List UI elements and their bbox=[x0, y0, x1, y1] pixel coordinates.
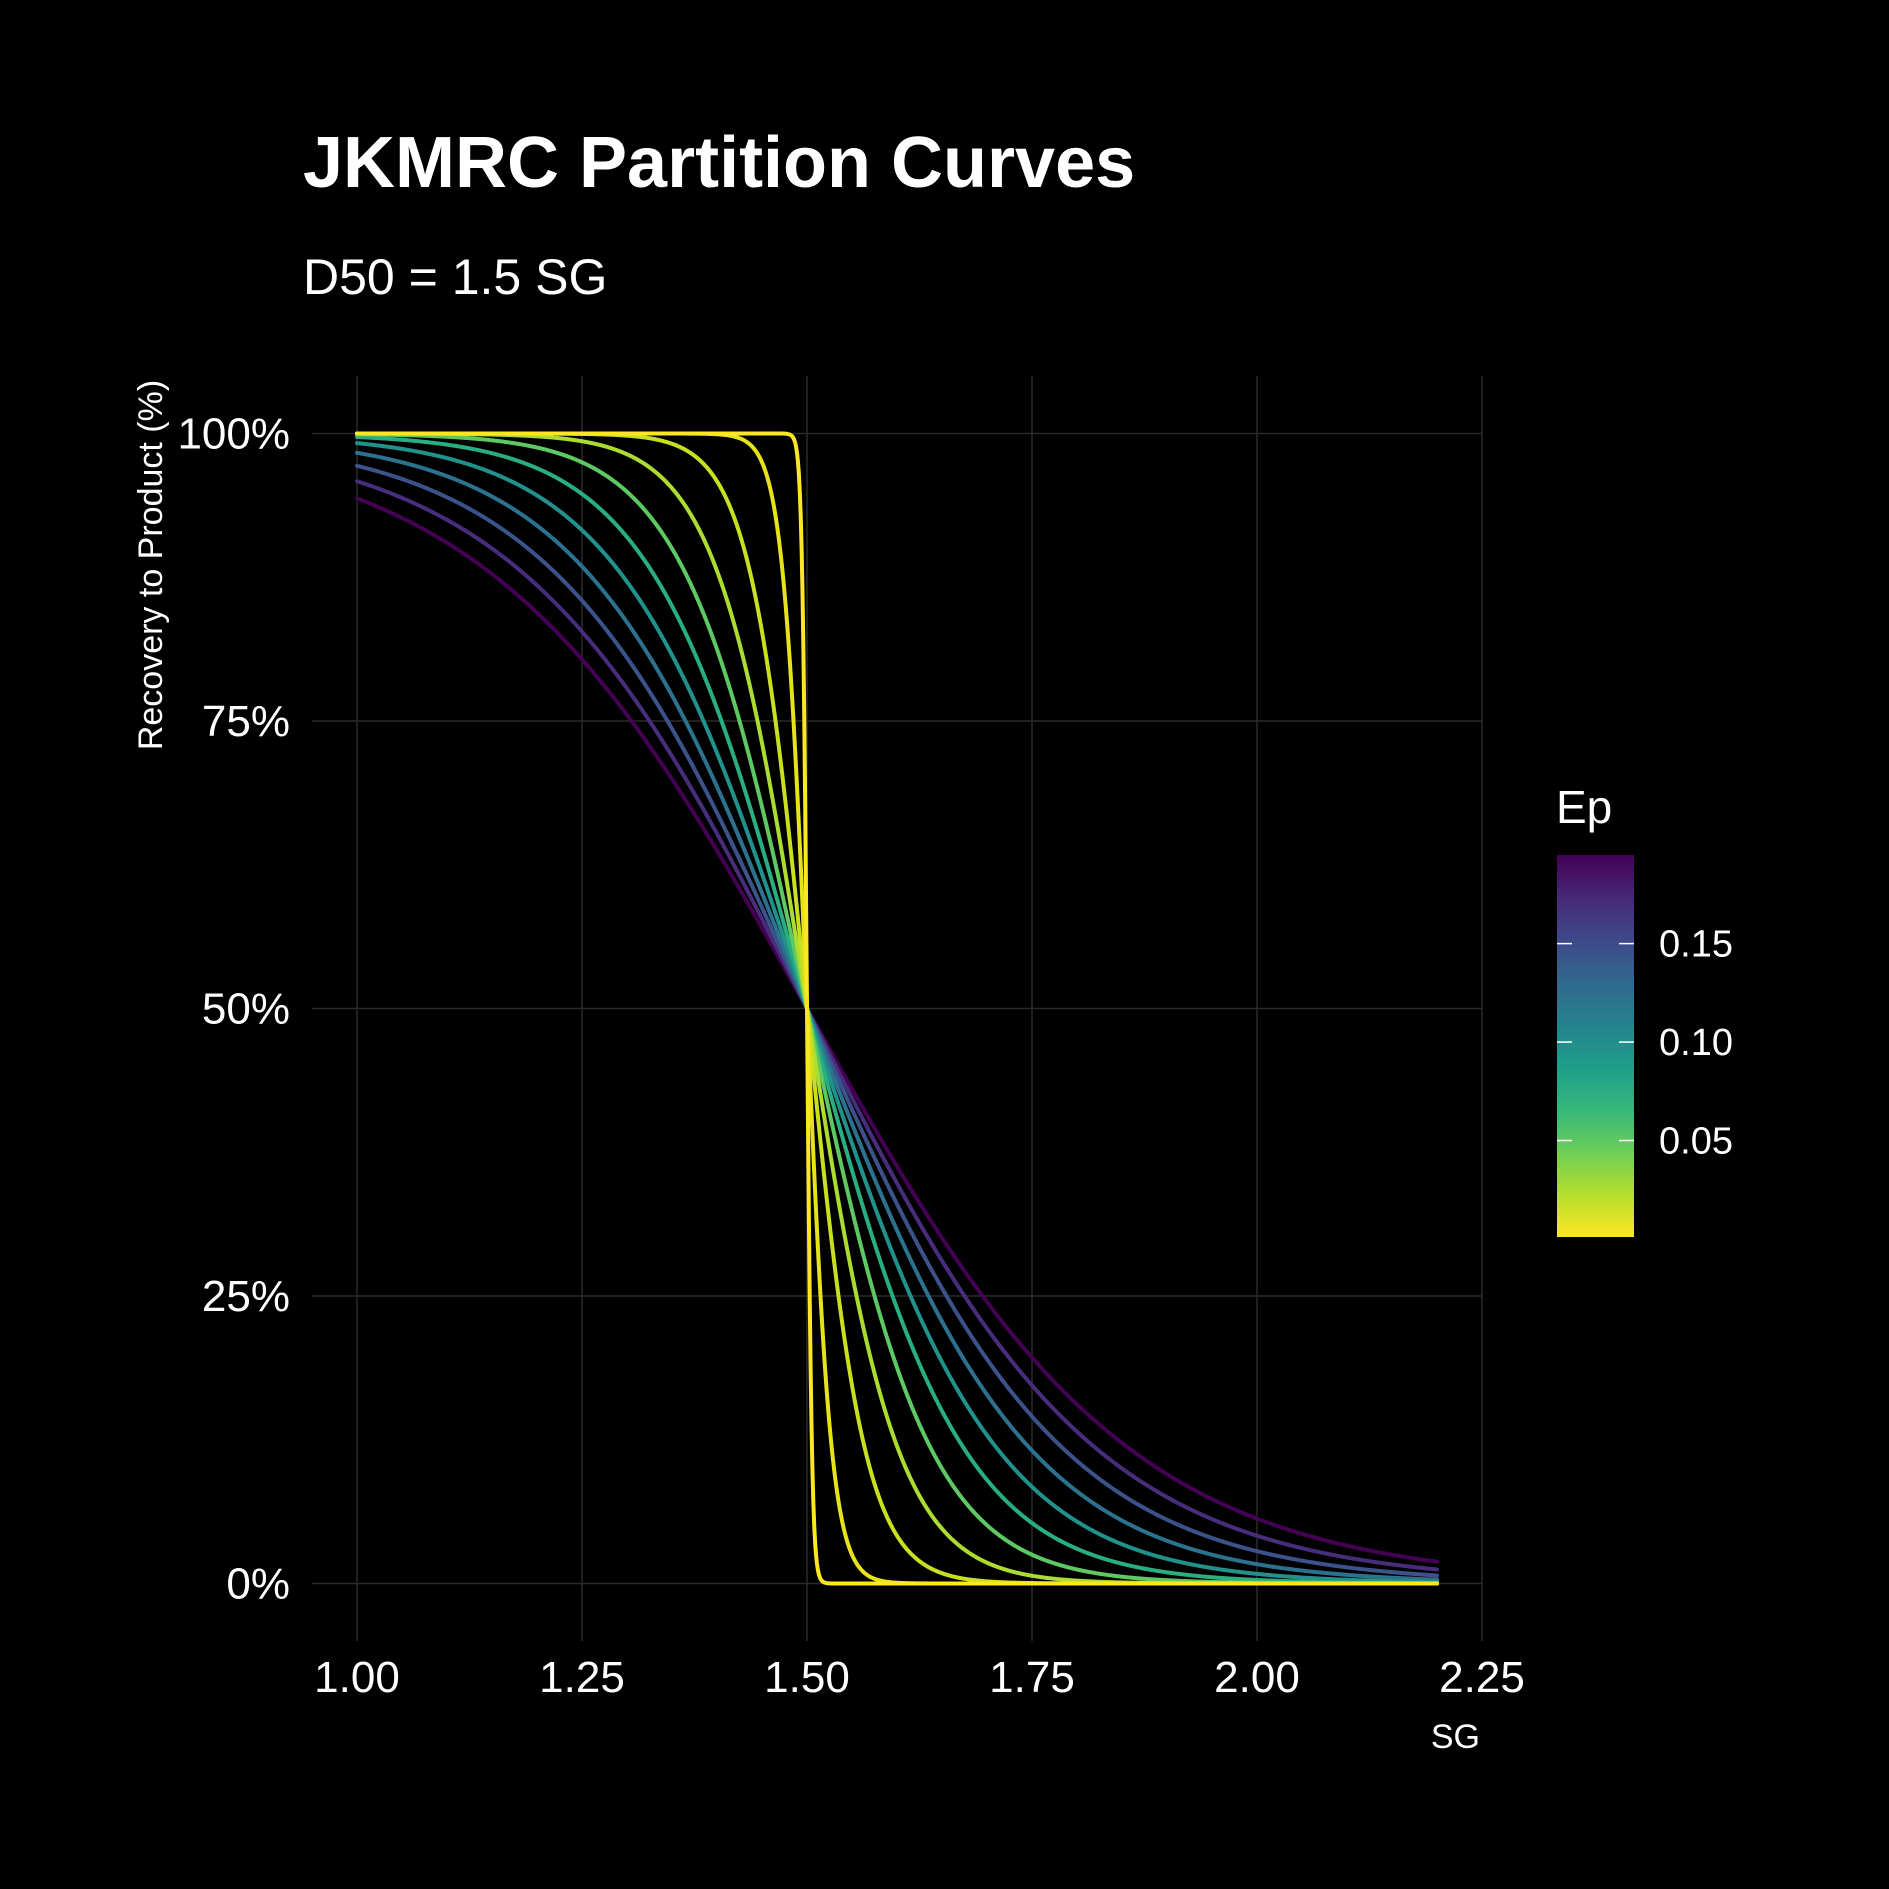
x-axis-title: SG bbox=[1431, 1718, 1480, 1756]
series-line bbox=[355, 431, 1439, 1586]
legend-tick-label: 0.05 bbox=[1659, 1121, 1733, 1163]
series-line bbox=[355, 441, 1439, 1585]
legend-ticks: 0.15 0.10 0.05 bbox=[1557, 924, 1733, 1163]
y-tick-label: 25% bbox=[202, 1272, 290, 1321]
axes-layer: 1.00 1.25 1.50 1.75 2.00 2.25 0% 25% 50% 75% 100% bbox=[177, 410, 1524, 1703]
y-axis-title: Recovery to Product (%) bbox=[132, 380, 170, 750]
legend-title: Ep bbox=[1556, 781, 1612, 833]
x-tick-label: 1.25 bbox=[539, 1653, 625, 1702]
chart-title: JKMRC Partition Curves bbox=[303, 123, 1135, 203]
series-line bbox=[355, 450, 1439, 1582]
legend: Ep 0.15 0.10 0.05 bbox=[1556, 781, 1733, 1237]
y-tick-label: 0% bbox=[226, 1560, 290, 1609]
legend-colorbar bbox=[1557, 855, 1634, 1237]
y-tick-label: 50% bbox=[202, 985, 290, 1034]
series-line bbox=[355, 463, 1439, 1578]
chart-subtitle: D50 = 1.5 SG bbox=[303, 249, 607, 305]
series-line bbox=[355, 435, 1439, 1586]
y-tick-label: 75% bbox=[202, 697, 290, 746]
x-tick-label: 2.00 bbox=[1214, 1653, 1300, 1702]
x-tick-label: 1.75 bbox=[989, 1653, 1075, 1702]
x-tick-label: 1.00 bbox=[314, 1653, 400, 1702]
series-line bbox=[355, 479, 1439, 1572]
curves-layer bbox=[355, 431, 1439, 1586]
legend-tick-label: 0.15 bbox=[1659, 924, 1733, 966]
series-line bbox=[355, 496, 1439, 1564]
x-tick-label: 1.50 bbox=[764, 1653, 850, 1702]
y-tick-label: 100% bbox=[177, 410, 290, 459]
legend-tick-label: 0.10 bbox=[1659, 1022, 1733, 1064]
x-tick-label: 2.25 bbox=[1439, 1653, 1525, 1702]
